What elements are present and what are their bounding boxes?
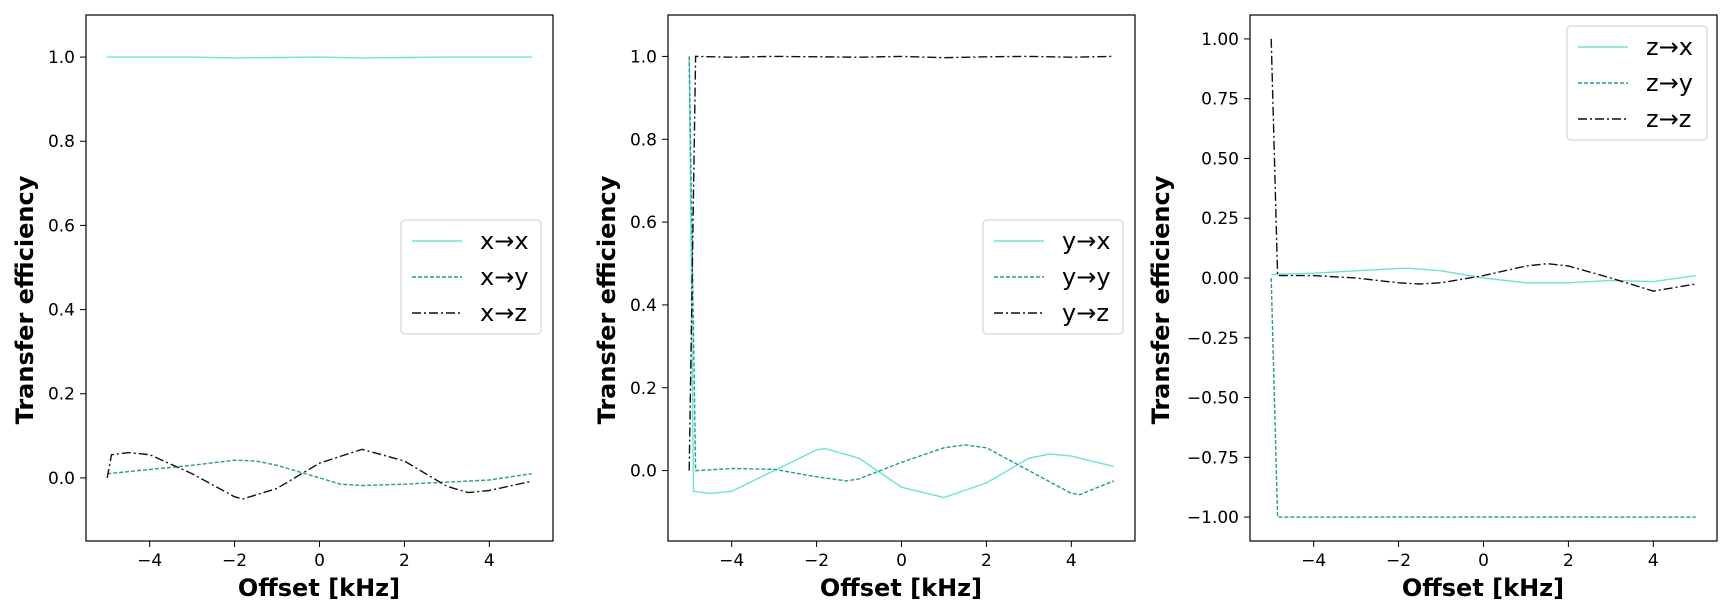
chart-3-y-tick-label: 0.25 bbox=[1201, 209, 1239, 229]
chart-1-y-tick-label: 1.0 bbox=[48, 48, 75, 68]
chart-2-x-axis-label: Offset [kHz] bbox=[820, 574, 982, 602]
chart-3-y-tick-label: 0.75 bbox=[1201, 90, 1239, 110]
chart-3-legend-box bbox=[1566, 25, 1708, 141]
chart-3-y-tick-label: −1.00 bbox=[1187, 508, 1239, 528]
chart-2-series-line-2 bbox=[688, 56, 1115, 496]
chart-1-x-tick-label: 2 bbox=[399, 551, 410, 571]
chart-1-legend: x→x x→y x→z bbox=[400, 219, 542, 335]
chart-panel-x: Transfer efficiency Offset [kHz] −4 −2 0 2 4… bbox=[11, 14, 554, 602]
chart-1-y-tick-label: 0.4 bbox=[48, 301, 75, 321]
chart-3-y-axis-label: Transfer efficiency bbox=[1147, 175, 1175, 424]
chart-2-y-tick-label: 0.2 bbox=[630, 379, 657, 399]
chart-2-legend: y→x y→y y→z bbox=[982, 219, 1124, 335]
chart-3-legend: z→x z→y z→z bbox=[1566, 25, 1708, 141]
chart-2-y-tick-label: 1.0 bbox=[630, 47, 657, 67]
chart-panel-y: Transfer efficiency Offset [kHz] −4 −2 0 2 4… bbox=[593, 14, 1136, 602]
chart-1-x-tick-label: −4 bbox=[137, 551, 162, 571]
chart-1-x-tick-label: 4 bbox=[484, 551, 495, 571]
chart-2-legend-label-3: y→z bbox=[1062, 299, 1109, 327]
chart-3-series-line-2 bbox=[1270, 277, 1696, 518]
chart-2-y-axis-label: Transfer efficiency bbox=[593, 175, 621, 424]
chart-2-y-tick-label: 0.4 bbox=[630, 296, 657, 316]
chart-3-x-axis-label: Offset [kHz] bbox=[1402, 574, 1564, 602]
chart-1-legend-box bbox=[400, 219, 542, 335]
chart-2-x-tick-label: 2 bbox=[981, 551, 992, 571]
chart-1-x-tick-label: 0 bbox=[314, 551, 325, 571]
chart-3-y-tick-label: −0.25 bbox=[1187, 329, 1239, 349]
chart-1-y-tick-label: 0.2 bbox=[48, 385, 75, 405]
chart-2-x-tick-label: 4 bbox=[1066, 551, 1077, 571]
chart-1-legend-label-1: x→x bbox=[480, 227, 529, 255]
chart-2-y-tick-label: 0.8 bbox=[630, 130, 657, 150]
chart-1-x-axis-label: Offset [kHz] bbox=[238, 574, 400, 602]
chart-1-y-tick-label: 0.0 bbox=[48, 469, 75, 489]
chart-2-series-line-3 bbox=[688, 55, 1114, 471]
chart-1-y-axis-label: Transfer efficiency bbox=[11, 175, 39, 424]
chart-3-x-tick-label: −4 bbox=[1301, 551, 1326, 571]
chart-1-y-tick-label: 0.8 bbox=[48, 132, 75, 152]
chart-3-y-tick-label: −0.75 bbox=[1187, 448, 1239, 468]
chart-1-legend-label-3: x→z bbox=[480, 299, 527, 327]
chart-2-legend-label-1: y→x bbox=[1062, 227, 1111, 255]
chart-2-x-tick-label: −4 bbox=[719, 551, 744, 571]
chart-3-x-tick-label: −2 bbox=[1386, 551, 1411, 571]
chart-2-series-line-1 bbox=[688, 56, 1114, 499]
chart-3-x-tick-label: 2 bbox=[1563, 551, 1574, 571]
chart-3-y-tick-label: 1.00 bbox=[1201, 30, 1239, 50]
chart-2-y-tick-label: 0.0 bbox=[630, 462, 657, 482]
chart-1-legend-label-2: x→y bbox=[480, 263, 529, 291]
chart-1-x-tick-label: −2 bbox=[222, 551, 247, 571]
chart-3-legend-label-1: z→x bbox=[1646, 33, 1693, 61]
chart-3-x-tick-label: 0 bbox=[1478, 551, 1489, 571]
chart-2-x-tick-label: 0 bbox=[896, 551, 907, 571]
chart-1-series-line-3 bbox=[106, 448, 532, 500]
chart-2-y-tick-label: 0.6 bbox=[630, 213, 657, 233]
chart-2-x-tick-label: −2 bbox=[804, 551, 829, 571]
chart-3-series-line-3 bbox=[1270, 38, 1696, 292]
chart-1-series-line-1 bbox=[107, 56, 532, 59]
chart-2-legend-box bbox=[982, 219, 1124, 335]
chart-1-y-tick-label: 0.6 bbox=[48, 216, 75, 236]
chart-panel-z: Transfer efficiency Offset [kHz] −4 −2 0 2 4… bbox=[1147, 14, 1718, 602]
chart-3-y-tick-label: 0.50 bbox=[1201, 149, 1239, 169]
chart-3-y-tick-label: −0.50 bbox=[1187, 389, 1239, 409]
chart-3-legend-label-3: z→z bbox=[1646, 105, 1691, 133]
chart-2-legend-label-2: y→y bbox=[1062, 263, 1111, 291]
chart-3-legend-label-2: z→y bbox=[1646, 69, 1693, 97]
chart-3-y-tick-label: 0.00 bbox=[1201, 269, 1239, 289]
chart-3-x-tick-label: 4 bbox=[1648, 551, 1659, 571]
